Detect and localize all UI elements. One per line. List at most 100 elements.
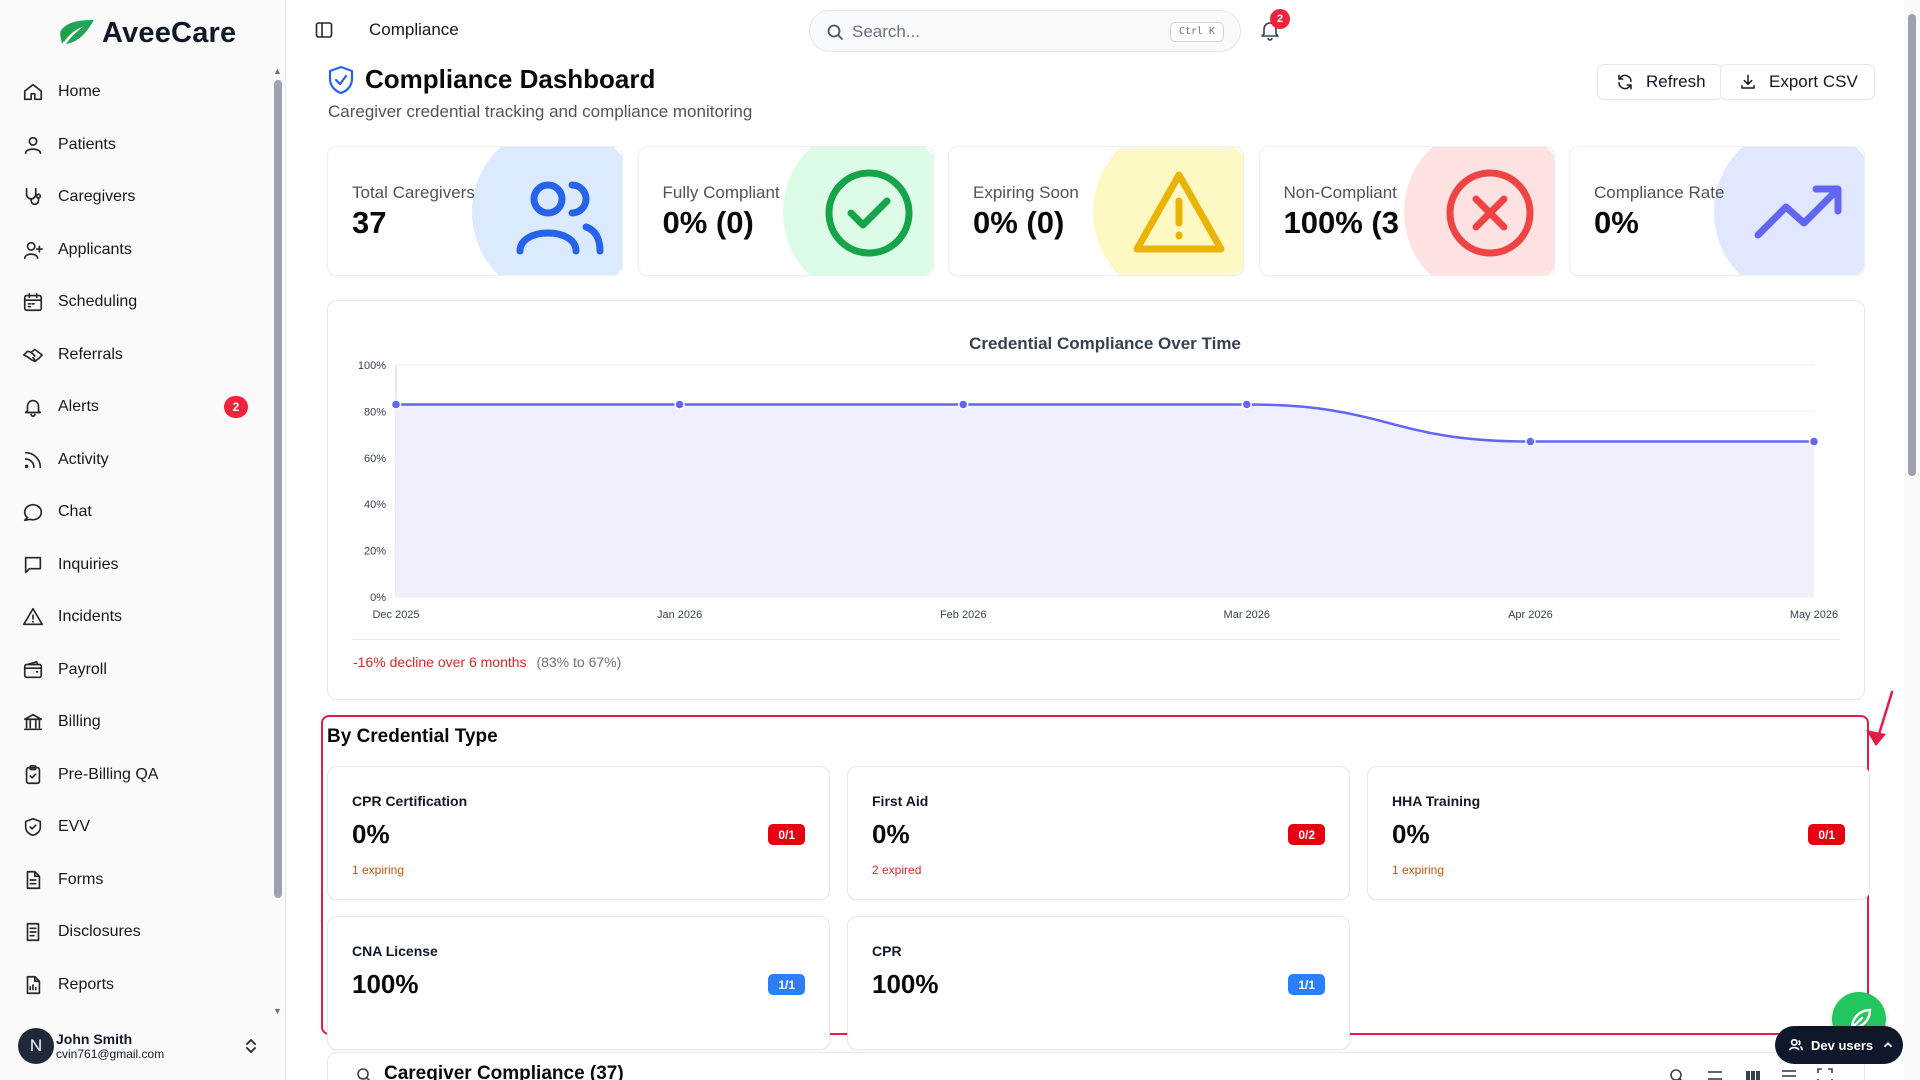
sidebar-item-label: Forms [58,870,104,888]
sidebar-item-alerts[interactable]: Alerts 2 [12,381,268,434]
sidebar-item-evv[interactable]: EVV [12,801,268,854]
file-text-icon [22,869,44,891]
credential-name: CPR [872,943,902,959]
sidebar-item-disclosures[interactable]: Disclosures [12,906,268,959]
sidebar-item-label: Billing [58,713,101,731]
handshake-icon [22,344,44,366]
x-tick-label: Dec 2025 [372,609,419,621]
stat-value: 0% (0) [662,205,754,240]
y-tick-label: 40% [364,499,386,511]
users-icon [1789,1038,1803,1051]
sidebar-item-referrals[interactable]: Referrals [12,329,268,382]
columns-icon[interactable] [1744,1067,1762,1080]
stat-card-compliance-rate: Compliance Rate 0% [1569,146,1865,276]
sidebar-item-inquiries[interactable]: Inquiries [12,539,268,592]
stethoscope-icon [22,186,44,208]
chevrons-up-down-icon [246,1039,256,1053]
caregiver-compliance-title: Caregiver Compliance (37) [384,1063,624,1080]
y-tick-label: 0% [370,592,386,604]
notification-badge: 2 [1270,9,1290,29]
sidebar-item-reports[interactable]: Reports [12,959,268,1012]
x-tick-label: Mar 2026 [1224,609,1270,621]
sidebar-item-scheduling[interactable]: Scheduling [12,276,268,329]
leaf-logo-icon [60,20,94,44]
credential-count-badge: 1/1 [1288,974,1325,995]
sidebar-item-incidents[interactable]: Incidents [12,591,268,644]
search-icon[interactable] [356,1067,372,1080]
area-fill [396,404,1814,597]
y-tick-label: 60% [364,453,386,465]
page-subtitle: Caregiver credential tracking and compli… [328,102,753,121]
density-icon[interactable] [1706,1067,1724,1080]
stat-card-total-caregivers: Total Caregivers 37 [327,146,623,276]
stat-value: 37 [352,205,387,240]
data-point [1241,399,1253,410]
scroll-down-icon[interactable]: ▼ [273,1006,282,1016]
sidebar-item-activity[interactable]: Activity [12,434,268,487]
credential-status-note: 1 expiring [1392,863,1445,877]
user-menu[interactable]: N John Smith cvin761@gmail.com [18,1024,272,1068]
sidebar-scrollbar[interactable]: ▲ ▼ [273,66,282,1016]
search-icon[interactable] [1668,1067,1686,1080]
shield-check-icon [22,816,44,838]
sidebar-item-label: Applicants [58,240,132,258]
sidebar-item-chat[interactable]: Chat [12,486,268,539]
refresh-button[interactable]: Refresh [1597,64,1723,100]
sidebar-scroll-thumb[interactable] [274,80,282,898]
sidebar-item-label: Home [58,83,101,101]
bell-icon [22,396,44,418]
rss-icon [22,449,44,471]
sidebar-item-label: Activity [58,450,109,468]
sidebar-item-billing[interactable]: Billing [12,696,268,749]
sidebar-item-payroll[interactable]: Payroll [12,644,268,697]
sidebar-item-pre-billing-qa[interactable]: Pre-Billing QA [12,749,268,802]
download-icon [1741,74,1755,89]
credential-status-note: 1 expiring [352,863,405,877]
fullscreen-icon[interactable] [1816,1067,1834,1080]
dev-users-button[interactable]: Dev users [1775,1026,1903,1064]
sidebar-toggle-icon[interactable] [315,21,333,39]
credential-card-cpr[interactable]: CPR 100% 1/1 [847,916,1350,1050]
sidebar-item-home[interactable]: Home [12,66,268,119]
x-tick-label: Feb 2026 [940,609,986,621]
trend-range: (83% to 67%) [536,654,622,670]
sidebar-nav: Home Patients Caregivers Applicants Scheduli… [12,66,268,1016]
top-header: Compliance Ctrl K 2 [287,0,1920,62]
y-tick-label: 100% [358,360,386,372]
scroll-up-icon[interactable]: ▲ [273,66,282,76]
sidebar-item-label: Inquiries [58,555,119,573]
chat-icon [22,501,44,523]
search-bar[interactable]: Ctrl K [809,10,1241,52]
stat-card-expiring-soon: Expiring Soon 0% (0) [948,146,1244,276]
credential-card-cna-license[interactable]: CNA License 100% 1/1 [327,916,830,1050]
sidebar-item-caregivers[interactable]: Caregivers [12,171,268,224]
document-icon [22,921,44,943]
page-scrollbar[interactable] [1904,0,1920,1080]
sidebar: AveeCare Home Patients Caregivers Applicant… [0,0,286,1080]
data-point [957,399,969,410]
refresh-label: Refresh [1646,72,1706,91]
sidebar-item-applicants[interactable]: Applicants [12,224,268,277]
user-plus-icon [22,239,44,261]
bank-icon [22,711,44,733]
users-icon [516,181,604,255]
export-csv-button[interactable]: Export CSV [1720,64,1875,100]
page-scroll-thumb[interactable] [1908,14,1916,476]
y-tick-label: 80% [364,406,386,418]
sidebar-item-label: Reports [58,975,115,993]
stat-label: Fully Compliant [662,183,780,202]
credential-name: First Aid [872,793,929,809]
sidebar-item-label: Pre-Billing QA [58,765,159,783]
filter-lines-icon[interactable] [1780,1067,1798,1080]
credential-count-badge: 1/1 [768,974,805,995]
search-input[interactable] [852,20,1152,44]
sidebar-item-forms[interactable]: Forms [12,854,268,907]
credential-percent: 0% [1392,819,1430,849]
credential-card-hha-training[interactable]: HHA Training 0% 0/1 1 expiring [1367,766,1870,900]
sidebar-item-label: Alerts [58,398,99,416]
credential-card-cpr-certification[interactable]: CPR Certification 0% 0/1 1 expiring [327,766,830,900]
sidebar-item-patients[interactable]: Patients [12,119,268,172]
credential-card-first-aid[interactable]: First Aid 0% 0/2 2 expired [847,766,1350,900]
stat-label: Non-Compliant [1283,183,1397,202]
app-logo[interactable]: AveeCare [58,14,236,52]
